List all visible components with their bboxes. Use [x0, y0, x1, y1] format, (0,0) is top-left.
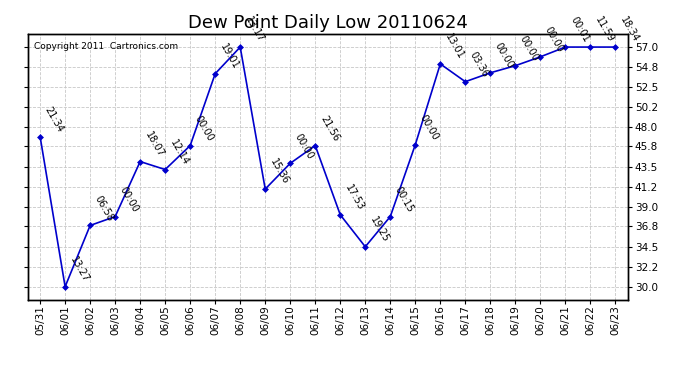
Text: 00:00: 00:00	[418, 113, 441, 142]
Title: Dew Point Daily Low 20110624: Dew Point Daily Low 20110624	[188, 14, 468, 32]
Text: 00:00: 00:00	[293, 132, 315, 160]
Text: 00:00: 00:00	[543, 25, 566, 54]
Text: 00:00: 00:00	[493, 41, 515, 70]
Text: 00:00: 00:00	[118, 185, 141, 214]
Text: 06:58: 06:58	[93, 194, 115, 223]
Text: 11:59: 11:59	[593, 15, 615, 44]
Text: 18:34: 18:34	[618, 15, 641, 44]
Text: 21:34: 21:34	[43, 105, 66, 134]
Text: 21:56: 21:56	[318, 114, 341, 143]
Text: 18:07: 18:07	[143, 130, 166, 159]
Text: 13:17: 13:17	[243, 15, 266, 44]
Text: 03:36: 03:36	[468, 50, 491, 79]
Text: 17:53: 17:53	[343, 183, 366, 212]
Text: 19:25: 19:25	[368, 215, 391, 244]
Text: 00:15: 00:15	[393, 184, 415, 214]
Text: 00:00: 00:00	[518, 34, 541, 63]
Text: 13:01: 13:01	[443, 32, 466, 61]
Text: Copyright 2011  Cartronics.com: Copyright 2011 Cartronics.com	[34, 42, 178, 51]
Text: 13:27: 13:27	[68, 255, 90, 284]
Text: 19:01: 19:01	[218, 42, 241, 71]
Text: 00:00: 00:00	[193, 114, 215, 143]
Text: 12:14: 12:14	[168, 138, 190, 167]
Text: 00:01: 00:01	[568, 15, 591, 44]
Text: 15:36: 15:36	[268, 157, 290, 186]
